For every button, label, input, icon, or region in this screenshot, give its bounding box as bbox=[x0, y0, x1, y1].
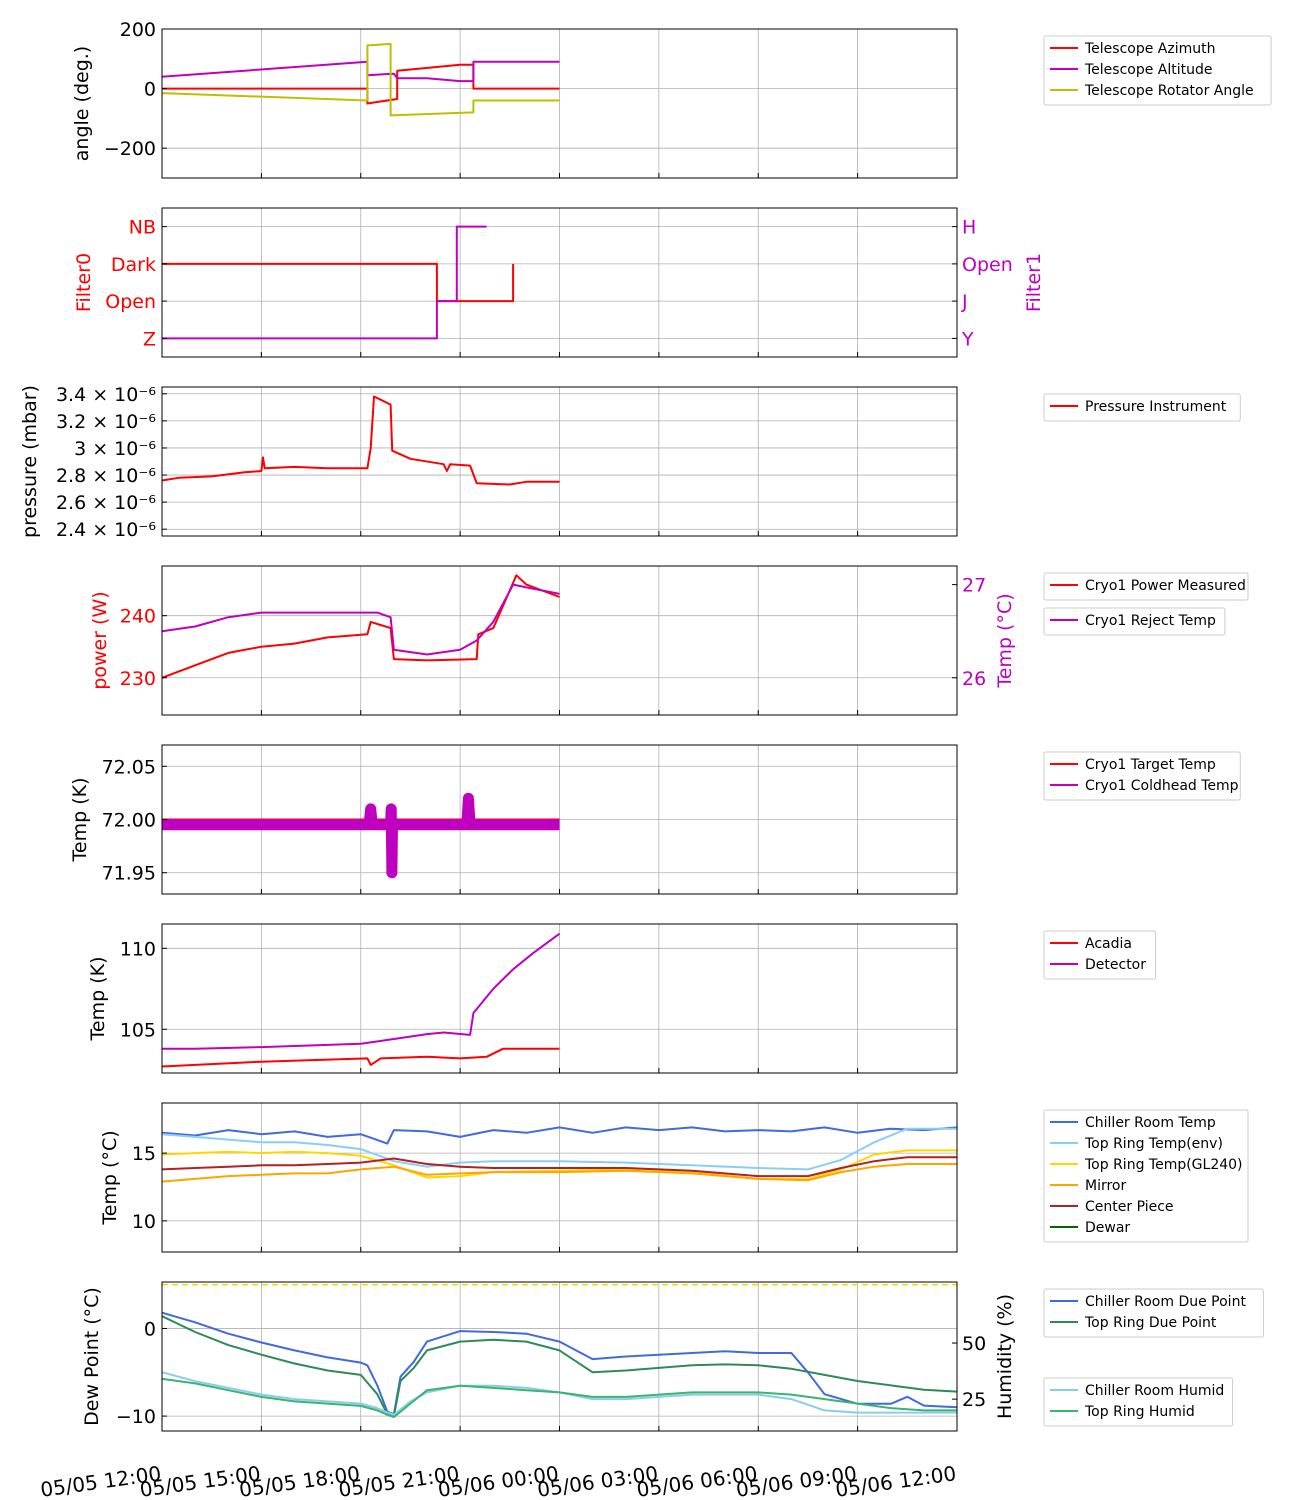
legend-label: Dewar bbox=[1085, 1220, 1130, 1236]
y2-tick-label: 27 bbox=[962, 575, 986, 597]
legend-label: Top Ring Humid bbox=[1084, 1404, 1195, 1420]
y-axis-label: Dew Point (°C) bbox=[81, 1287, 103, 1426]
legend-label: Telescope Azimuth bbox=[1084, 41, 1215, 57]
y2-tick-label: 50 bbox=[962, 1333, 986, 1355]
series-line-cryo1-power-measured bbox=[161, 574, 560, 679]
y2-tick-label: 25 bbox=[962, 1389, 986, 1411]
y-axis-label: pressure (mbar) bbox=[19, 385, 41, 538]
y-tick-label: 71.95 bbox=[102, 863, 156, 885]
y2-axis-label: Humidity (%) bbox=[994, 1294, 1016, 1419]
legend-box bbox=[1043, 1377, 1234, 1427]
y-tick-label: 105 bbox=[120, 1019, 156, 1041]
y-tick-label: 3.2 × 10⁻⁶ bbox=[56, 411, 156, 433]
legend-label: Chiller Room Humid bbox=[1085, 1383, 1224, 1399]
series-line-cryo1-reject-temp bbox=[161, 583, 560, 656]
y-tick-label: 15 bbox=[132, 1143, 156, 1165]
legend-label: Top Ring Due Point bbox=[1084, 1315, 1217, 1331]
y2-tick-label: Open bbox=[962, 254, 1013, 276]
series-line-chiller-room-humid bbox=[161, 1371, 957, 1416]
legend-box bbox=[1043, 1109, 1249, 1243]
y-tick-label: 240 bbox=[120, 606, 156, 628]
y-tick-label: Open bbox=[105, 291, 156, 313]
y2-tick-label: H bbox=[962, 217, 976, 239]
series-line-telescope-rotator-angle bbox=[161, 42, 560, 117]
legend-box bbox=[1043, 35, 1272, 106]
series-line-acadia bbox=[161, 1047, 560, 1068]
legend-label: Pressure Instrument bbox=[1085, 399, 1227, 415]
legend-label: Detector bbox=[1085, 957, 1146, 973]
y-tick-label: 200 bbox=[120, 19, 156, 41]
series-line-mirror bbox=[161, 1163, 957, 1183]
y-tick-label: 110 bbox=[120, 938, 156, 960]
series-line-cryo1-coldhead-temp bbox=[162, 792, 560, 879]
y-tick-label: 0 bbox=[144, 1318, 156, 1340]
y-tick-label: 3 × 10⁻⁶ bbox=[74, 438, 156, 460]
legend-label: Telescope Rotator Angle bbox=[1084, 83, 1254, 99]
y-tick-label: 72.05 bbox=[102, 756, 156, 778]
y-tick-label: −200 bbox=[104, 138, 156, 160]
legend-box bbox=[1043, 393, 1241, 422]
y-tick-label: Z bbox=[143, 328, 156, 350]
y-axis-label: power (W) bbox=[89, 591, 111, 689]
y-tick-label: 230 bbox=[120, 668, 156, 690]
legend-label: Acadia bbox=[1085, 936, 1132, 952]
y-tick-label: 2.8 × 10⁻⁶ bbox=[56, 465, 156, 487]
legend-label: Mirror bbox=[1085, 1178, 1126, 1194]
series-line-top-ring-due-point bbox=[161, 1315, 958, 1418]
series-line-top-ring-humid bbox=[161, 1377, 957, 1419]
legend-label: Chiller Room Temp bbox=[1085, 1115, 1216, 1131]
series-line-pressure-instrument bbox=[161, 395, 560, 486]
legend-box bbox=[1043, 572, 1249, 601]
y-tick-label: −10 bbox=[116, 1406, 156, 1428]
y2-axis-label: Filter1 bbox=[1023, 253, 1045, 312]
y2-axis-label: Temp (°C) bbox=[994, 593, 1016, 688]
legend-box bbox=[1043, 751, 1241, 801]
y-axis-label: Temp (K) bbox=[69, 778, 91, 863]
series-line-chiller-room-temp bbox=[161, 1126, 958, 1145]
legend-label: Top Ring Temp(GL240) bbox=[1084, 1157, 1243, 1173]
legend-label: Cryo1 Power Measured bbox=[1085, 578, 1246, 594]
y-axis-label: Temp (°C) bbox=[99, 1130, 121, 1225]
y-axis-label: Temp (K) bbox=[87, 957, 109, 1042]
legend-label: Cryo1 Target Temp bbox=[1085, 757, 1216, 773]
y2-tick-label: J bbox=[961, 291, 968, 313]
legend-label: Cryo1 Coldhead Temp bbox=[1085, 778, 1239, 794]
y2-tick-label: Y bbox=[961, 328, 974, 350]
y-tick-label: 2.4 × 10⁻⁶ bbox=[56, 519, 156, 541]
y-tick-label: 3.4 × 10⁻⁶ bbox=[56, 384, 156, 406]
y-tick-label: 72.00 bbox=[102, 810, 156, 832]
series-line-chiller-room-due-point bbox=[161, 1311, 958, 1416]
legend-label: Telescope Altitude bbox=[1084, 62, 1213, 78]
y-axis-label: Filter0 bbox=[73, 253, 95, 312]
series-line-center-piece bbox=[161, 1156, 957, 1178]
legend-label: Center Piece bbox=[1085, 1199, 1174, 1215]
y-tick-label: 0 bbox=[144, 79, 156, 101]
y-tick-label: NB bbox=[129, 217, 156, 239]
legend-box bbox=[1043, 1288, 1264, 1338]
y-tick-label: Dark bbox=[111, 254, 156, 276]
legend-box bbox=[1043, 607, 1226, 636]
legend-label: Chiller Room Due Point bbox=[1085, 1294, 1246, 1310]
y-tick-label: 10 bbox=[132, 1211, 156, 1233]
series-line-detector bbox=[162, 932, 561, 1050]
legend-label: Cryo1 Reject Temp bbox=[1085, 613, 1216, 629]
y-axis-label: angle (deg.) bbox=[71, 46, 93, 161]
y2-tick-label: 26 bbox=[962, 668, 986, 690]
series-line-top-ring-temp-env- bbox=[161, 1127, 957, 1171]
series-line-filter1 bbox=[162, 225, 487, 340]
y-tick-label: 2.6 × 10⁻⁶ bbox=[56, 492, 156, 514]
legend-label: Top Ring Temp(env) bbox=[1084, 1136, 1223, 1152]
series-line-top-ring-temp-gl240- bbox=[161, 1149, 957, 1180]
